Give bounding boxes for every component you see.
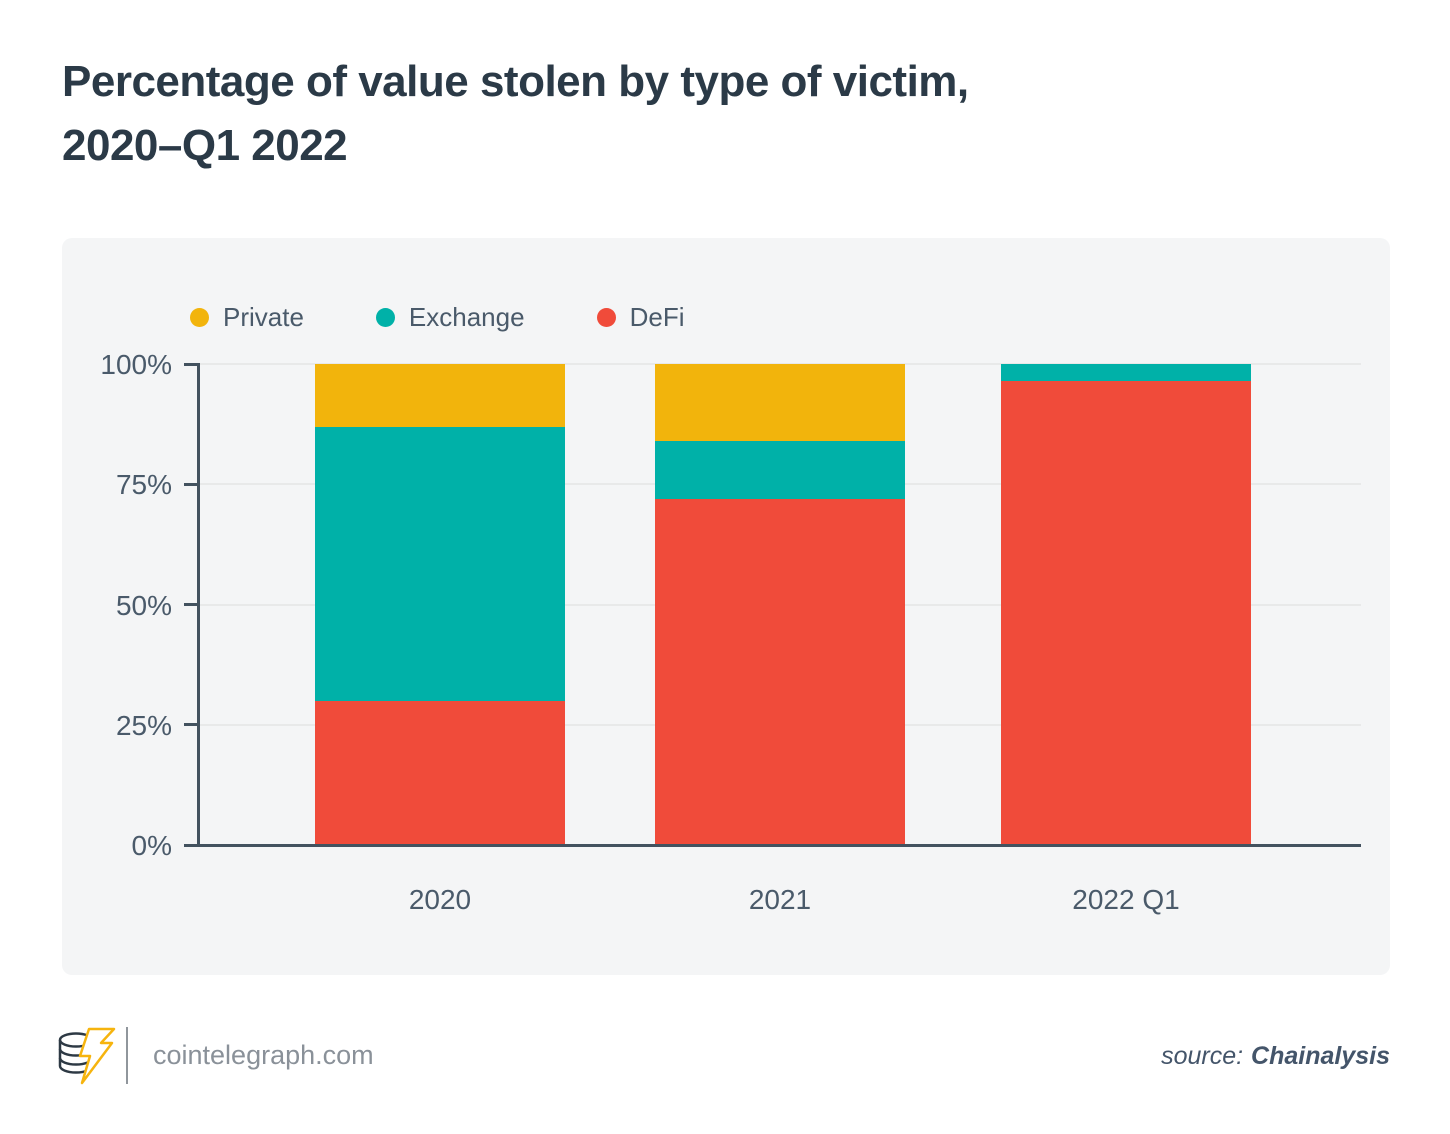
legend: Private Exchange DeFi (190, 302, 684, 333)
y-axis-tick (184, 482, 200, 486)
x-axis-line (184, 843, 1361, 847)
bar-2022-q1 (1001, 364, 1251, 845)
gridline (197, 363, 1361, 365)
y-axis-label: 50% (115, 589, 172, 621)
bar-2021 (655, 364, 905, 845)
chart-title-line1: Percentage of value stolen by type of vi… (62, 57, 969, 106)
y-axis-tick (184, 362, 200, 366)
y-axis-tick (184, 723, 200, 727)
y-axis-tick (184, 603, 200, 606)
legend-dot-icon (190, 308, 209, 327)
bar-segment-private (655, 364, 905, 441)
x-axis-label: 2022 Q1 (1072, 884, 1180, 915)
source-credit: source: Chainalysis (1161, 1042, 1390, 1071)
legend-item-defi: DeFi (596, 302, 685, 333)
bar-segment-private (315, 364, 565, 427)
bar-segment-exchange (1001, 364, 1251, 381)
y-axis-label: 75% (115, 469, 172, 501)
legend-item-private: Private (190, 302, 304, 333)
cointelegraph-logo (58, 1027, 116, 1085)
legend-dot-icon (596, 308, 616, 327)
footer-site-url: cointelegraph.com (153, 1040, 374, 1070)
source-label: source: (1161, 1042, 1244, 1070)
bar-segment-defi (655, 498, 905, 845)
bar-2020 (315, 364, 565, 845)
legend-dot-icon (375, 308, 395, 327)
lightning-bolt-icon (78, 1027, 116, 1085)
chart-title-line2: 2020–Q1 2022 (62, 121, 348, 170)
legend-item-exchange: Exchange (375, 302, 525, 333)
legend-label: Exchange (408, 302, 525, 332)
y-axis-label: 0% (131, 830, 172, 861)
source-value: Chainalysis (1251, 1042, 1390, 1070)
chart-title: Percentage of value stolen by type of vi… (62, 50, 969, 178)
bar-segment-exchange (655, 440, 905, 499)
x-axis-label: 2021 (748, 884, 812, 915)
x-axis-label: 2020 (408, 884, 472, 915)
legend-label: Private (223, 302, 304, 332)
y-axis-label: 100% (100, 349, 172, 380)
bar-segment-defi (315, 700, 565, 845)
legend-label: DeFi (629, 302, 685, 332)
y-axis-label: 25% (115, 709, 172, 741)
bar-segment-exchange (315, 426, 565, 701)
footer-divider (126, 1027, 128, 1084)
bar-segment-defi (1001, 380, 1251, 845)
